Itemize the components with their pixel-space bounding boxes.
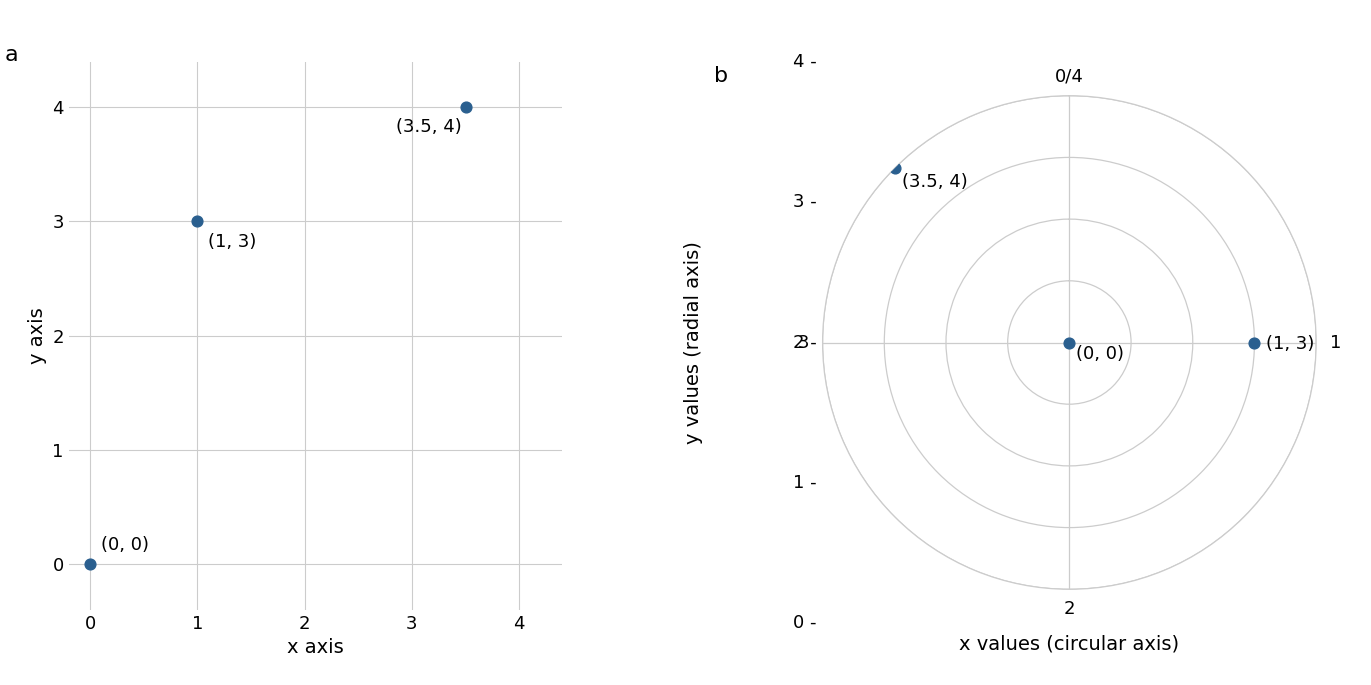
- Text: (3.5, 4): (3.5, 4): [902, 173, 968, 191]
- Y-axis label: y axis: y axis: [27, 308, 47, 364]
- Text: 2 -: 2 -: [792, 334, 817, 351]
- X-axis label: x values (circular axis): x values (circular axis): [960, 634, 1179, 653]
- Text: (3.5, 4): (3.5, 4): [396, 119, 462, 136]
- Text: 3 -: 3 -: [792, 193, 817, 211]
- Point: [80, 558, 101, 569]
- Text: a: a: [4, 45, 18, 65]
- Text: 1 -: 1 -: [792, 474, 817, 492]
- Text: b: b: [714, 66, 728, 86]
- Point: [1058, 337, 1080, 348]
- Text: (1, 3): (1, 3): [208, 233, 256, 251]
- Text: 4 -: 4 -: [792, 53, 817, 71]
- Text: (1, 3): (1, 3): [1265, 336, 1313, 353]
- Text: (0, 0): (0, 0): [1076, 345, 1124, 362]
- Point: [1243, 337, 1265, 348]
- Text: (0, 0): (0, 0): [100, 536, 148, 554]
- Text: y values (radial axis): y values (radial axis): [684, 241, 702, 444]
- Point: [884, 162, 906, 173]
- Point: [455, 102, 477, 113]
- X-axis label: x axis: x axis: [287, 638, 344, 657]
- Point: [186, 216, 208, 227]
- Text: 0 -: 0 -: [792, 614, 817, 632]
